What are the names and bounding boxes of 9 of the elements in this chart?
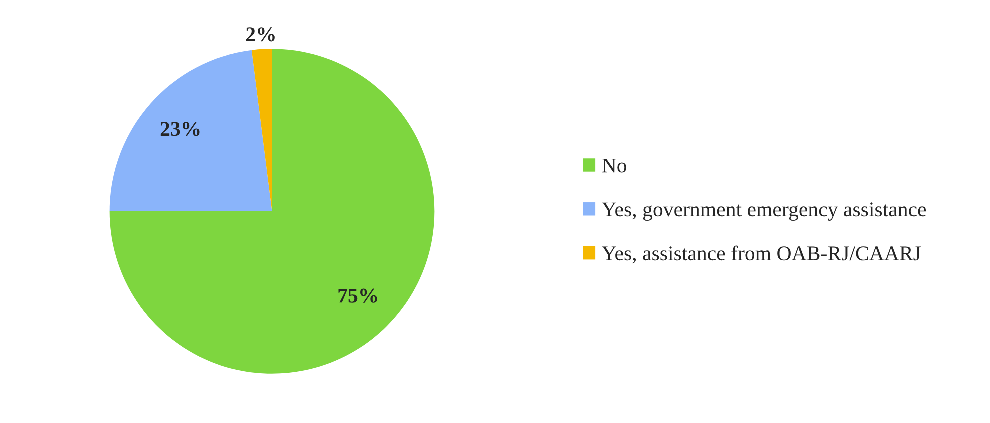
pie-slice <box>110 50 272 212</box>
data-label: 23% <box>160 122 200 136</box>
legend-label: No <box>602 158 626 173</box>
pie-slice <box>110 49 435 374</box>
data-label: 75% <box>338 288 378 303</box>
legend-label: Yes, government emergency assistance <box>602 202 926 221</box>
pie-slice <box>252 49 272 212</box>
data-label: 2% <box>246 28 275 42</box>
legend-label: Yes, assistance from OAB-RJ/CAARJ <box>602 246 922 264</box>
